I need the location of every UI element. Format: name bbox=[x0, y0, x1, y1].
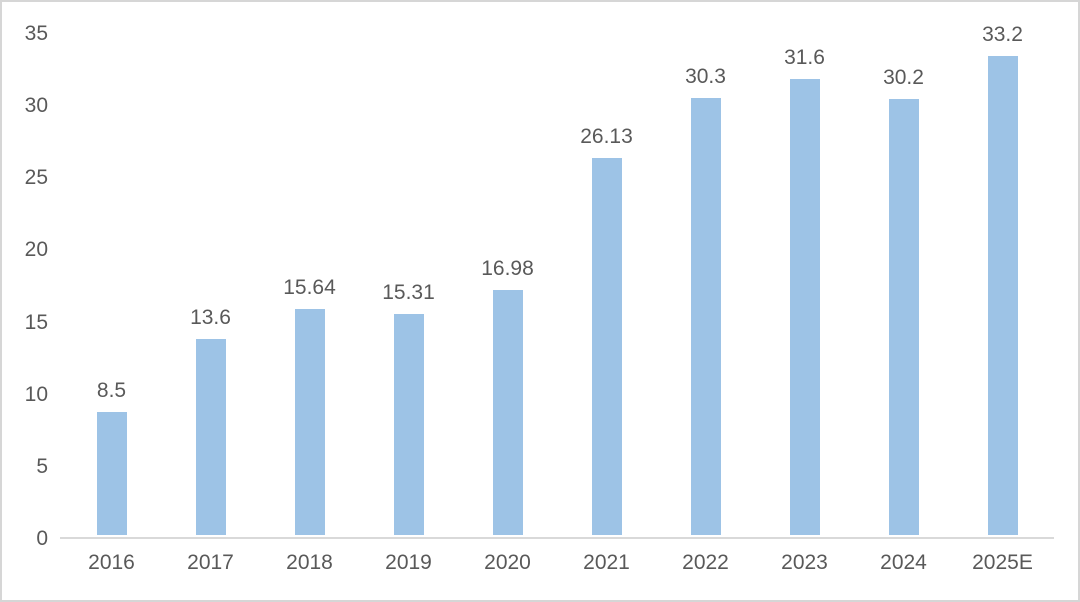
x-axis-category-label: 2023 bbox=[781, 551, 828, 574]
bar bbox=[888, 99, 919, 535]
bar-slot: 13.6 2017 bbox=[161, 2, 260, 600]
bar-slot: 26.13 2021 bbox=[557, 2, 656, 600]
y-axis-tick-label: 5 bbox=[36, 454, 48, 478]
bar bbox=[690, 97, 721, 535]
bar-slot: 33.2 2025E bbox=[953, 2, 1052, 600]
bar-value-label: 31.6 bbox=[784, 46, 825, 70]
bar-value-label: 33.2 bbox=[982, 22, 1023, 46]
bar bbox=[789, 79, 820, 535]
bar-value-label: 16.98 bbox=[481, 257, 534, 281]
bar bbox=[591, 157, 622, 535]
bar bbox=[393, 314, 424, 535]
x-axis-category-label: 2019 bbox=[385, 551, 432, 574]
bar-slot: 16.98 2020 bbox=[458, 2, 557, 600]
x-axis-category-label: 2021 bbox=[583, 551, 630, 574]
x-axis-category-label: 2024 bbox=[880, 551, 927, 574]
bar-value-label: 15.31 bbox=[382, 281, 435, 305]
bar-slot: 30.2 2024 bbox=[854, 2, 953, 600]
y-axis-tick-label: 30 bbox=[24, 94, 48, 118]
y-axis-tick-label: 15 bbox=[24, 310, 48, 334]
x-axis-category-label: 2017 bbox=[187, 551, 234, 574]
bar bbox=[987, 55, 1018, 535]
bar bbox=[294, 309, 325, 535]
bar-value-label: 26.13 bbox=[580, 124, 633, 148]
y-axis-tick-label: 35 bbox=[24, 22, 48, 45]
y-axis-tick-label: 20 bbox=[24, 238, 48, 262]
x-axis-category-label: 2018 bbox=[286, 551, 333, 574]
bar-slot: 31.6 2023 bbox=[755, 2, 854, 600]
x-axis-category-label: 2016 bbox=[88, 551, 135, 574]
bar-value-label: 15.64 bbox=[283, 276, 336, 300]
bar-slot: 8.5 2016 bbox=[62, 2, 161, 600]
y-axis-tick-label: 25 bbox=[24, 166, 48, 190]
y-axis-tick-label: 10 bbox=[24, 382, 48, 406]
bar-slot: 30.3 2022 bbox=[656, 2, 755, 600]
bar-value-label: 30.2 bbox=[883, 66, 924, 90]
x-axis-category-label: 2025E bbox=[972, 551, 1033, 574]
y-axis-tick-label: 0 bbox=[36, 527, 48, 550]
bar bbox=[195, 338, 226, 535]
x-axis-category-label: 2022 bbox=[682, 551, 729, 574]
bar-value-label: 30.3 bbox=[685, 64, 726, 88]
x-axis-line bbox=[60, 537, 1054, 539]
bar bbox=[492, 290, 523, 535]
x-axis-category-label: 2020 bbox=[484, 551, 531, 574]
bar bbox=[96, 412, 127, 535]
bar-slot: 15.64 2018 bbox=[260, 2, 359, 600]
bar-value-label: 13.6 bbox=[190, 305, 231, 329]
bar-slot: 15.31 2019 bbox=[359, 2, 458, 600]
bar-value-label: 8.5 bbox=[96, 379, 127, 403]
